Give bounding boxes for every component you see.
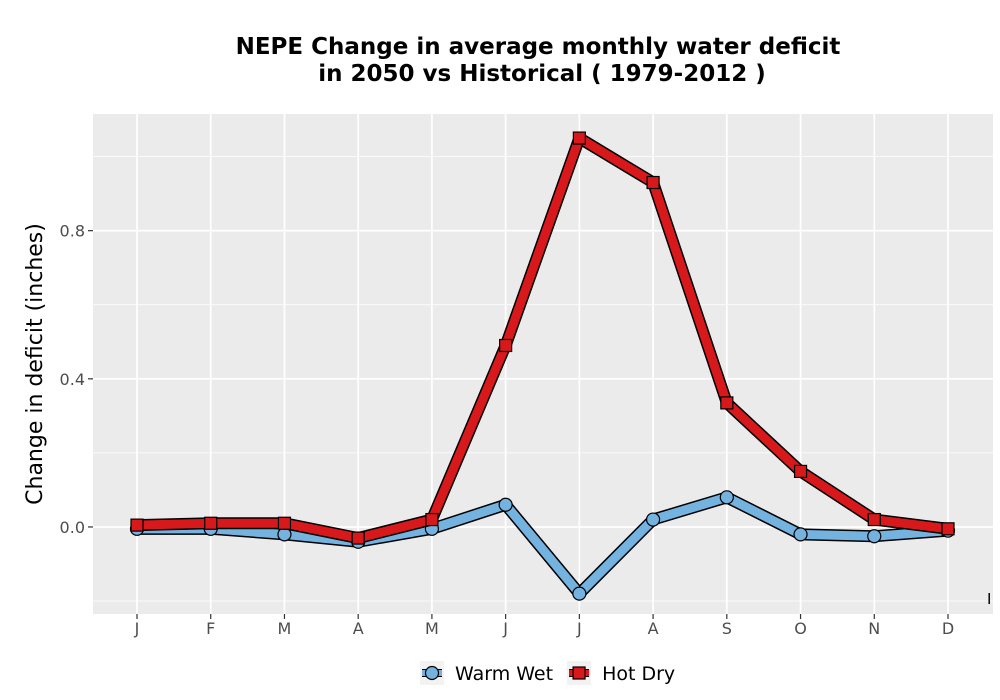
x-tick-label: J [134, 619, 140, 638]
grid-minor [93, 156, 993, 602]
x-tick-label: J [576, 619, 582, 638]
x-tick-label: M [278, 619, 292, 638]
x-tick-label: A [353, 619, 364, 638]
data-point [645, 512, 661, 527]
corner-annotation: I [987, 590, 991, 608]
series-2 [130, 131, 955, 545]
data-point [277, 516, 292, 530]
series-line [132, 133, 953, 543]
x-tick-label: F [206, 619, 215, 638]
y-axis-label: Change in deficit (inches) [23, 223, 48, 505]
x-tick-label: D [942, 619, 954, 638]
x-tick-label: J [502, 619, 508, 638]
x-tick-label: S [722, 619, 732, 638]
x-tick-label: A [648, 619, 659, 638]
data-point [793, 464, 808, 479]
legend-label: Warm Wet [455, 663, 553, 685]
data-point [351, 531, 365, 545]
legend-item-1: Warm Wet [420, 661, 553, 685]
legend-item-2: Hot Dry [567, 661, 675, 685]
series-line [132, 492, 953, 599]
x-tick-label: N [868, 619, 880, 638]
x-tick-label: O [794, 619, 807, 638]
data-point [498, 497, 513, 512]
data-point [572, 131, 586, 145]
data-point [941, 522, 955, 536]
x-tick-label: M [425, 619, 439, 638]
y-tick-label: 0.8 [60, 222, 85, 241]
series-layer [129, 131, 956, 601]
legend-key-marker [572, 666, 586, 680]
legend: Warm Wet Hot Dry [420, 661, 675, 685]
data-point [719, 490, 734, 505]
legend-label: Hot Dry [602, 663, 675, 685]
data-point [793, 527, 808, 542]
data-point [720, 396, 734, 410]
y-tick-label: 0.0 [60, 518, 85, 537]
data-point [130, 518, 144, 532]
y-axis-ticks: 0.0 0.4 0.8 [60, 222, 93, 537]
data-point [204, 516, 218, 530]
data-point [867, 529, 882, 544]
y-tick-label: 0.4 [60, 370, 85, 389]
chart-title-line-2: in 2050 vs Historical ( 1979-2012 ) [318, 61, 765, 87]
data-point [867, 512, 881, 527]
chart-title-line-1: NEPE Change in average monthly water def… [236, 34, 841, 60]
legend-key-marker [424, 665, 440, 681]
data-point [572, 586, 587, 601]
data-point [499, 338, 513, 353]
data-point [646, 175, 660, 190]
data-point [425, 512, 439, 527]
